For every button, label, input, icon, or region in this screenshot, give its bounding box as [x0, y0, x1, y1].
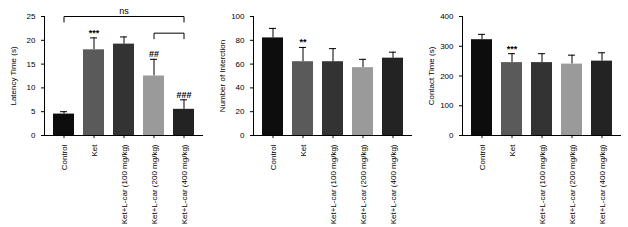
svg-text:Ket: Ket [508, 144, 517, 157]
svg-text:Ket: Ket [299, 144, 308, 157]
svg-text:Control: Control [269, 144, 278, 170]
svg-text:Ket: Ket [90, 144, 99, 157]
svg-text:**: ** [299, 37, 307, 47]
svg-text:Contact Time (s): Contact Time (s) [427, 46, 436, 105]
svg-text:80: 80 [236, 36, 245, 45]
svg-text:5: 5 [31, 107, 36, 116]
svg-text:200: 200 [440, 72, 454, 81]
svg-text:40: 40 [236, 83, 245, 92]
svg-text:###: ### [176, 90, 191, 100]
svg-text:Control: Control [478, 144, 487, 170]
svg-text:0: 0 [31, 131, 36, 140]
svg-text:10: 10 [27, 83, 36, 92]
svg-text:Ket+L-car (400 mg/kg): Ket+L-car (400 mg/kg) [389, 144, 398, 224]
svg-text:Ket+L-car (100 mg/kg): Ket+L-car (100 mg/kg) [120, 144, 129, 224]
svg-text:0: 0 [449, 131, 454, 140]
svg-text:25: 25 [27, 12, 36, 21]
svg-text:ns: ns [119, 6, 129, 16]
svg-text:20: 20 [236, 107, 245, 116]
svg-text:Ket+L-car (100 mg/kg): Ket+L-car (100 mg/kg) [329, 144, 338, 224]
svg-text:100: 100 [440, 101, 454, 110]
svg-text:100: 100 [231, 12, 245, 21]
svg-text:Control: Control [60, 144, 69, 170]
svg-text:***: *** [507, 44, 518, 54]
svg-text:300: 300 [440, 42, 454, 51]
svg-text:20: 20 [27, 36, 36, 45]
svg-text:##: ## [149, 49, 159, 59]
svg-text:15: 15 [27, 60, 36, 69]
svg-text:Ket+L-car (100 mg/kg): Ket+L-car (100 mg/kg) [538, 144, 547, 224]
svg-text:400: 400 [440, 12, 454, 21]
svg-text:Ket+L-car (400 mg/kg): Ket+L-car (400 mg/kg) [180, 144, 189, 224]
svg-text:***: *** [89, 28, 100, 38]
svg-text:Ket+L-car (200 mg/kg): Ket+L-car (200 mg/kg) [150, 144, 159, 224]
svg-text:Ket+L-car (200 mg/kg): Ket+L-car (200 mg/kg) [359, 144, 368, 224]
svg-text:0: 0 [240, 131, 245, 140]
svg-text:Latency Time (s): Latency Time (s) [9, 46, 18, 105]
svg-text:Ket+L-car (400 mg/kg): Ket+L-car (400 mg/kg) [598, 144, 607, 224]
svg-text:Ket+L-car (200 mg/kg): Ket+L-car (200 mg/kg) [568, 144, 577, 224]
svg-text:60: 60 [236, 60, 245, 69]
svg-text:Number of Interction: Number of Interction [218, 40, 227, 112]
